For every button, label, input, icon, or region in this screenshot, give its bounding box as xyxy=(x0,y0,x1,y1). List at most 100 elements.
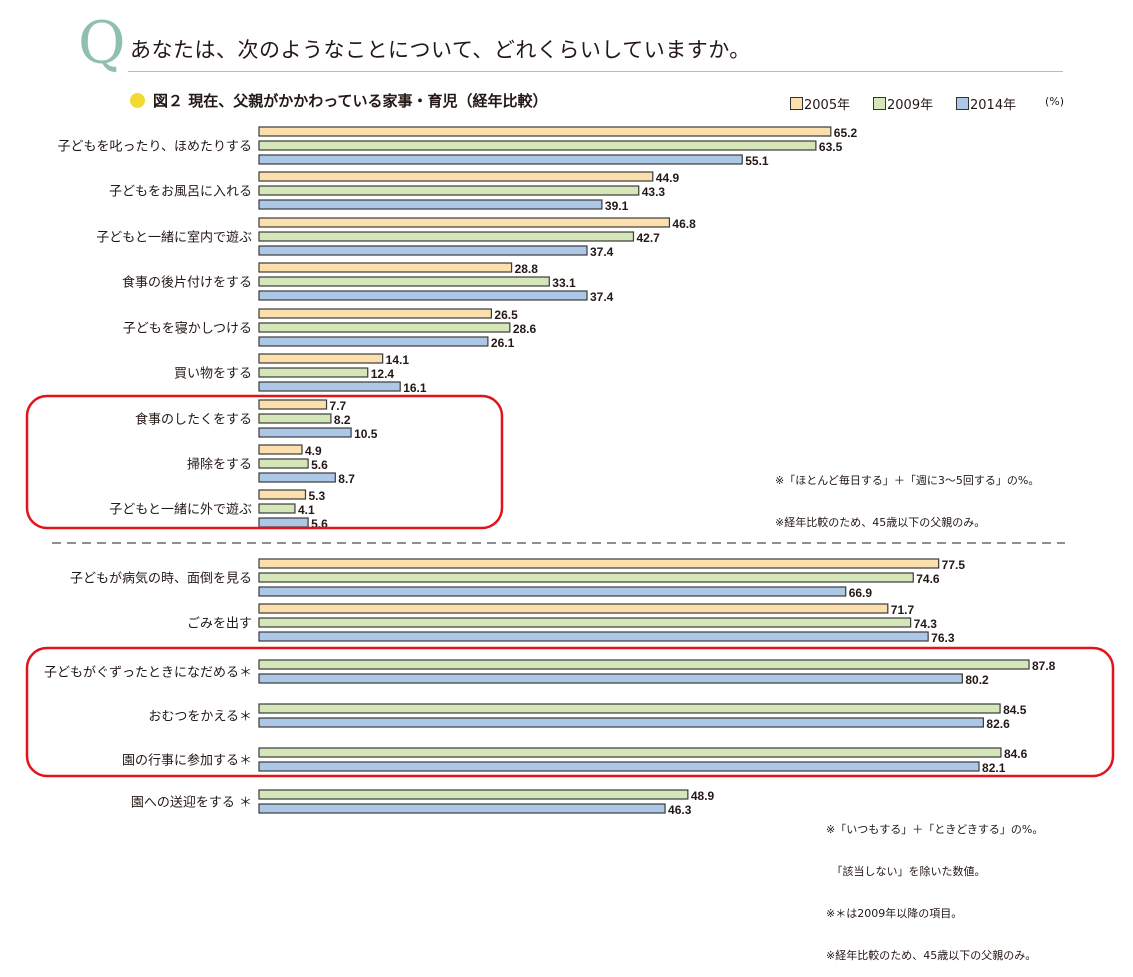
bar-upper-5-2014 xyxy=(258,381,401,392)
lower-notes: ※「いつもする」＋「ときどきする」の%。 「該当しない」を除いた数値。 ※＊は2… xyxy=(826,795,1043,977)
value-label: 26.1 xyxy=(491,336,515,350)
value-label: 14.1 xyxy=(386,353,410,367)
category-label: 食事の後片付けをする xyxy=(122,275,252,291)
bar-lower-4-2009 xyxy=(258,747,1002,758)
category-label: 子どもを叱ったり、ほめたりする xyxy=(58,140,252,155)
bar-upper-4-2014 xyxy=(258,336,489,347)
bar-upper-7-2009 xyxy=(258,458,309,469)
value-label: 74.6 xyxy=(916,572,940,586)
value-label: 37.4 xyxy=(590,290,614,304)
highlight-box-lower xyxy=(25,646,1115,778)
question-text: あなたは、次のようなことについて、どれくらいしていますか。 xyxy=(130,38,751,62)
bar-lower-2-2009 xyxy=(258,659,1030,670)
category-label: 園の行事に参加する＊ xyxy=(122,753,252,769)
highlight-box-upper xyxy=(25,394,504,530)
value-label: 12.4 xyxy=(371,367,395,381)
legend-item-2014: 2014年 xyxy=(956,94,1016,113)
bar-upper-4-2009 xyxy=(258,322,511,333)
bar-upper-2-2009 xyxy=(258,231,635,242)
bar-lower-0-2005 xyxy=(258,558,940,569)
lower-note-3: ※＊は2009年以降の項目。 xyxy=(826,907,963,920)
question-divider xyxy=(128,71,1063,72)
value-label: 46.3 xyxy=(668,803,692,817)
legend-swatch-2014 xyxy=(956,97,969,110)
bar-chart: 65.263.5 55.1 子どもを叱ったり、ほめたりする 44.943.3 39.1 子… xyxy=(25,126,1115,817)
bar-upper-6-2009 xyxy=(258,413,332,424)
bar-lower-5-2009 xyxy=(258,789,689,800)
bar-upper-3-2005 xyxy=(258,262,513,273)
value-label: 65.2 xyxy=(834,126,858,140)
bar-upper-6-2005 xyxy=(258,399,328,410)
value-label: 66.9 xyxy=(849,586,873,600)
category-label: 子どもと一緒に外で遊ぶ xyxy=(109,503,252,518)
bar-lower-4-2014 xyxy=(258,761,980,772)
value-label: 44.9 xyxy=(656,171,680,185)
bar-upper-0-2014 xyxy=(258,154,743,165)
value-label: 87.8 xyxy=(1032,659,1056,673)
value-label: 37.4 xyxy=(590,245,614,259)
bar-upper-1-2014 xyxy=(258,199,603,210)
bar-upper-2-2005 xyxy=(258,217,671,228)
value-label: 43.3 xyxy=(642,185,666,199)
value-label: 84.6 xyxy=(1004,747,1028,761)
value-label: 77.5 xyxy=(942,558,966,572)
value-label: 63.5 xyxy=(819,140,843,154)
value-label: 8.7 xyxy=(338,472,355,486)
category-label: 子どもを寝かしつける xyxy=(123,321,252,337)
legend-item-2009: 2009年 xyxy=(873,94,933,113)
value-label: 55.1 xyxy=(745,154,769,168)
bar-upper-7-2005 xyxy=(258,444,303,455)
value-label: 4.9 xyxy=(305,444,322,458)
bar-upper-3-2009 xyxy=(258,276,550,287)
bar-upper-5-2005 xyxy=(258,353,384,364)
category-label: ごみを出す xyxy=(187,616,252,632)
bar-lower-3-2014 xyxy=(258,717,985,728)
value-label: 33.1 xyxy=(552,276,576,290)
value-label: 28.6 xyxy=(513,322,537,336)
value-label: 16.1 xyxy=(403,381,427,395)
unit-label: (%) xyxy=(1045,95,1065,108)
value-label: 80.2 xyxy=(965,673,989,687)
legend-swatch-2009 xyxy=(873,97,886,110)
bar-upper-1-2005 xyxy=(258,171,654,182)
upper-notes: ※「ほとんど毎日する」＋「週に3～5回する」の%。 ※経年比較のため、45歳以下… xyxy=(775,446,1039,544)
upper-note-2: ※経年比較のため、45歳以下の父親のみ。 xyxy=(775,516,986,529)
upper-note-1: ※「ほとんど毎日する」＋「週に3～5回する」の%。 xyxy=(775,474,1040,487)
bar-upper-6-2014 xyxy=(258,427,352,438)
bar-upper-0-2005 xyxy=(258,126,832,137)
value-label: 5.3 xyxy=(308,489,325,503)
bar-upper-1-2009 xyxy=(258,185,640,196)
value-label: 4.1 xyxy=(298,503,315,517)
bar-upper-7-2014 xyxy=(258,472,336,483)
q-letter: Q xyxy=(78,9,126,77)
category-label: 買い物をする xyxy=(174,367,252,382)
category-label: 園への送迎をする ＊ xyxy=(131,796,252,811)
bar-lower-0-2009 xyxy=(258,572,914,583)
bar-lower-2-2014 xyxy=(258,673,963,684)
value-label: 82.6 xyxy=(986,717,1010,731)
bar-upper-4-2005 xyxy=(258,308,493,319)
legend-swatch-2005 xyxy=(790,97,803,110)
category-label: 子どもをお風呂に入れる xyxy=(109,185,252,200)
value-label: 39.1 xyxy=(605,199,629,213)
category-label: 子どもが病気の時、面倒を見る xyxy=(70,571,252,587)
bar-upper-3-2014 xyxy=(258,290,588,301)
bar-upper-2-2014 xyxy=(258,245,588,256)
category-label: おむつをかえる＊ xyxy=(148,710,252,725)
figure-bullet-icon xyxy=(130,93,145,108)
lower-note-4: ※経年比較のため、45歳以下の父親のみ。 xyxy=(826,949,1037,962)
bar-lower-1-2005 xyxy=(258,603,889,614)
category-label: 子どもがぐずったときになだめる＊ xyxy=(44,666,252,681)
value-label: 46.8 xyxy=(672,217,696,231)
value-label: 28.8 xyxy=(515,262,539,276)
bar-upper-8-2014 xyxy=(258,517,309,528)
value-label: 42.7 xyxy=(636,231,660,245)
value-label: 5.6 xyxy=(311,458,328,472)
value-label: 71.7 xyxy=(891,603,915,617)
bar-upper-5-2009 xyxy=(258,367,369,378)
legend-label-2005: 2005年 xyxy=(804,98,851,113)
value-label: 8.2 xyxy=(334,413,351,427)
bar-lower-1-2009 xyxy=(258,617,912,628)
bar-lower-3-2009 xyxy=(258,703,1001,714)
value-label: 84.5 xyxy=(1003,703,1027,717)
